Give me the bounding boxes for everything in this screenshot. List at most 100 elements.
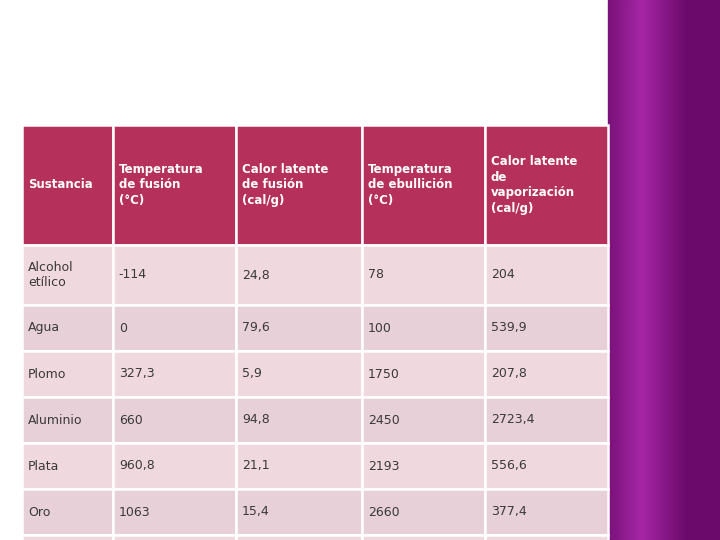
Bar bbox=[714, 0, 716, 540]
Bar bbox=[702, 0, 704, 540]
Bar bbox=[636, 0, 638, 540]
Bar bbox=[689, 0, 691, 540]
Text: 327,3: 327,3 bbox=[119, 368, 155, 381]
Text: 2723,4: 2723,4 bbox=[491, 414, 534, 427]
Bar bbox=[676, 0, 678, 540]
Bar bbox=[618, 0, 621, 540]
FancyBboxPatch shape bbox=[236, 535, 362, 540]
Bar bbox=[672, 0, 675, 540]
Text: 556,6: 556,6 bbox=[491, 460, 527, 472]
Bar bbox=[708, 0, 711, 540]
Text: Agua: Agua bbox=[28, 321, 60, 334]
Bar bbox=[629, 0, 631, 540]
Bar bbox=[635, 0, 637, 540]
Text: 79,6: 79,6 bbox=[242, 321, 269, 334]
Bar bbox=[625, 0, 627, 540]
Bar bbox=[690, 0, 692, 540]
Bar bbox=[698, 0, 701, 540]
Bar bbox=[693, 0, 695, 540]
Bar bbox=[611, 0, 612, 540]
Bar bbox=[628, 0, 630, 540]
Bar bbox=[685, 0, 688, 540]
Bar bbox=[698, 0, 700, 540]
Bar bbox=[626, 0, 628, 540]
Text: 539,9: 539,9 bbox=[491, 321, 526, 334]
Bar bbox=[630, 0, 631, 540]
FancyBboxPatch shape bbox=[236, 245, 362, 305]
Text: 15,4: 15,4 bbox=[242, 505, 269, 518]
FancyBboxPatch shape bbox=[362, 397, 485, 443]
FancyBboxPatch shape bbox=[485, 245, 608, 305]
Bar bbox=[695, 0, 697, 540]
FancyBboxPatch shape bbox=[22, 535, 113, 540]
Bar bbox=[621, 0, 622, 540]
FancyBboxPatch shape bbox=[362, 535, 485, 540]
FancyBboxPatch shape bbox=[22, 397, 113, 443]
FancyBboxPatch shape bbox=[22, 125, 113, 245]
FancyBboxPatch shape bbox=[22, 489, 113, 535]
FancyBboxPatch shape bbox=[22, 351, 113, 397]
Bar bbox=[621, 0, 624, 540]
Text: Plata: Plata bbox=[28, 460, 59, 472]
Bar bbox=[633, 0, 634, 540]
Bar bbox=[662, 0, 665, 540]
Bar bbox=[668, 0, 670, 540]
Bar bbox=[694, 0, 696, 540]
FancyBboxPatch shape bbox=[485, 351, 608, 397]
FancyBboxPatch shape bbox=[113, 535, 236, 540]
Bar bbox=[624, 0, 625, 540]
Text: 21,1: 21,1 bbox=[242, 460, 269, 472]
Bar bbox=[697, 0, 698, 540]
FancyBboxPatch shape bbox=[362, 443, 485, 489]
Bar bbox=[683, 0, 685, 540]
Text: 1063: 1063 bbox=[119, 505, 150, 518]
Bar bbox=[641, 0, 643, 540]
Bar bbox=[680, 0, 682, 540]
FancyBboxPatch shape bbox=[485, 489, 608, 535]
Bar bbox=[649, 0, 652, 540]
Bar bbox=[644, 0, 646, 540]
FancyBboxPatch shape bbox=[22, 245, 113, 305]
Bar bbox=[672, 0, 674, 540]
Bar bbox=[613, 0, 615, 540]
FancyBboxPatch shape bbox=[362, 489, 485, 535]
Text: Temperatura
de ebullición
(°C): Temperatura de ebullición (°C) bbox=[368, 163, 453, 207]
Text: 207,8: 207,8 bbox=[491, 368, 527, 381]
FancyBboxPatch shape bbox=[113, 397, 236, 443]
FancyBboxPatch shape bbox=[236, 489, 362, 535]
Bar bbox=[684, 0, 685, 540]
Bar bbox=[714, 0, 716, 540]
Bar bbox=[716, 0, 717, 540]
Bar bbox=[691, 0, 693, 540]
Bar bbox=[631, 0, 634, 540]
Text: Alcohol
etílico: Alcohol etílico bbox=[28, 261, 73, 289]
Text: 78: 78 bbox=[368, 268, 384, 281]
Bar bbox=[650, 0, 652, 540]
Text: 100: 100 bbox=[368, 321, 392, 334]
Bar bbox=[642, 0, 644, 540]
Bar bbox=[651, 0, 653, 540]
Bar bbox=[646, 0, 647, 540]
Text: 94,8: 94,8 bbox=[242, 414, 269, 427]
FancyBboxPatch shape bbox=[362, 305, 485, 351]
FancyBboxPatch shape bbox=[485, 535, 608, 540]
Text: Calor latente
de fusión
(cal/g): Calor latente de fusión (cal/g) bbox=[242, 163, 328, 207]
FancyBboxPatch shape bbox=[236, 125, 362, 245]
Bar bbox=[660, 0, 662, 540]
Bar bbox=[652, 0, 654, 540]
Bar bbox=[660, 0, 662, 540]
FancyBboxPatch shape bbox=[236, 397, 362, 443]
Bar bbox=[669, 0, 671, 540]
Bar bbox=[700, 0, 701, 540]
Bar bbox=[711, 0, 714, 540]
FancyBboxPatch shape bbox=[236, 305, 362, 351]
Bar bbox=[655, 0, 657, 540]
Bar bbox=[639, 0, 641, 540]
FancyBboxPatch shape bbox=[236, 351, 362, 397]
Bar bbox=[612, 0, 614, 540]
Bar bbox=[647, 0, 649, 540]
Bar bbox=[611, 0, 613, 540]
Text: 2450: 2450 bbox=[368, 414, 400, 427]
Text: Sustancia: Sustancia bbox=[28, 179, 93, 192]
FancyBboxPatch shape bbox=[113, 305, 236, 351]
